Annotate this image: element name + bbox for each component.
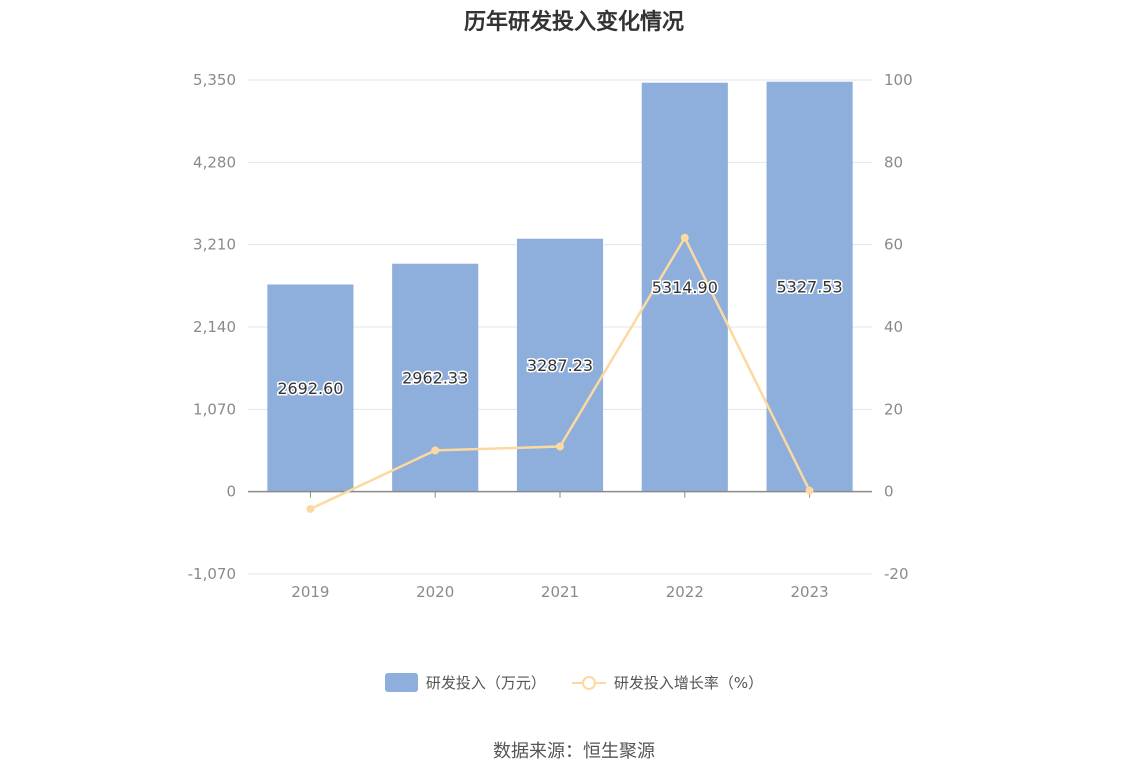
y-right-tick-label: 80 xyxy=(884,153,903,171)
x-tick-label: 2020 xyxy=(416,583,454,601)
growth-point xyxy=(556,442,564,451)
growth-point xyxy=(431,446,440,455)
y-left-tick-label: -1,070 xyxy=(188,565,236,583)
legend-swatch-bar xyxy=(384,673,418,692)
bar xyxy=(267,284,354,492)
y-right-tick-label: -20 xyxy=(884,565,909,583)
x-tick-label: 2021 xyxy=(541,583,579,601)
y-right-tick-label: 100 xyxy=(884,71,913,89)
legend-item-bar[interactable]: 研发投入（万元） xyxy=(384,672,546,693)
legend-label-line: 研发投入增长率（%） xyxy=(613,674,764,692)
bar-value-label: 5314.90 xyxy=(652,278,718,297)
bar-labels: 2692.60 2962.33 3287.23 5314.90 5327.53 xyxy=(276,276,844,399)
legend-label-bar: 研发投入（万元） xyxy=(425,674,546,692)
legend-swatch-line xyxy=(571,675,606,690)
data-source: 数据来源：恒生聚源 xyxy=(493,741,655,762)
bar-value-label: 2962.33 xyxy=(402,369,468,388)
legend: 研发投入（万元） 研发投入增长率（%） xyxy=(0,672,1148,693)
y-left-tick-label: 4,280 xyxy=(193,153,236,171)
bar xyxy=(766,81,853,492)
x-tick-label: 2019 xyxy=(291,583,329,601)
y-left-tick-label: 2,140 xyxy=(193,318,236,336)
y-left-tick-label: 5,350 xyxy=(193,71,236,89)
y-right-tick-label: 20 xyxy=(884,400,903,418)
bar-value-label: 3287.23 xyxy=(527,356,593,375)
bar-series xyxy=(267,81,853,492)
growth-point xyxy=(680,233,689,242)
x-tick-label: 2023 xyxy=(791,583,829,601)
y-left-tick-label: 1,070 xyxy=(193,400,236,418)
legend-item-line[interactable]: 研发投入增长率（%） xyxy=(571,672,764,693)
y-right-tick-label: 40 xyxy=(884,318,903,336)
y-right-tick-label: 0 xyxy=(884,483,894,501)
x-tick-label: 2022 xyxy=(666,583,704,601)
y-left-tick-label: 3,210 xyxy=(193,236,236,254)
chart-area: -1,070 0 1,070 2,140 3,210 4,280 5,350 -20 0 20 40… xyxy=(188,71,913,601)
bar-value-label: 5327.53 xyxy=(777,278,843,297)
growth-point xyxy=(805,486,814,495)
y-right-tick-label: 60 xyxy=(884,236,903,254)
bar-value-label: 2692.60 xyxy=(277,379,343,398)
growth-point xyxy=(306,504,315,513)
axes: -1,070 0 1,070 2,140 3,210 4,280 5,350 -20 0 20 40… xyxy=(188,71,913,601)
chart-title: 历年研发投入变化情况 xyxy=(463,10,684,35)
y-left-tick-label: 0 xyxy=(226,483,236,501)
line-series xyxy=(306,233,814,513)
